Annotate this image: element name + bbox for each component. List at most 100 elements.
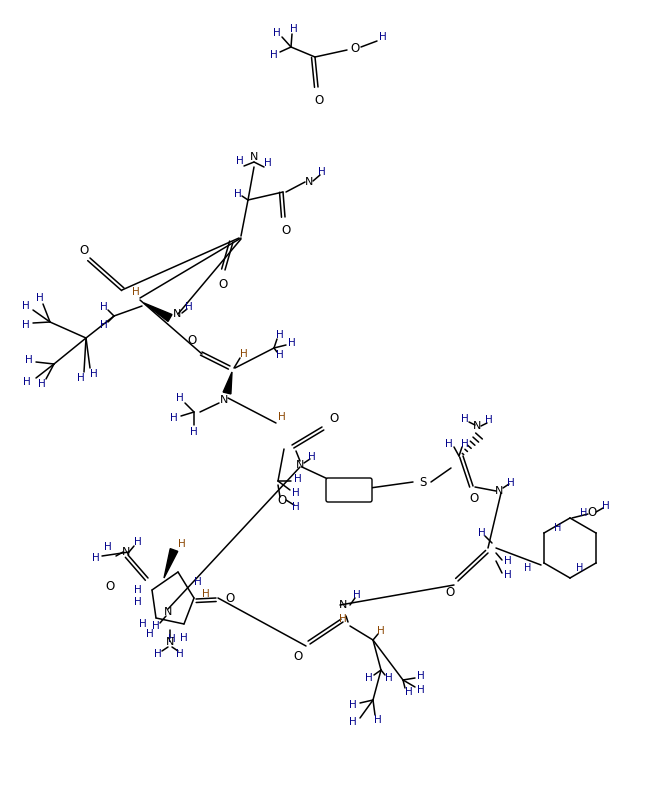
Text: O: O	[80, 244, 89, 256]
Text: H: H	[308, 452, 316, 462]
Text: H: H	[504, 556, 512, 566]
Text: H: H	[134, 537, 142, 547]
Polygon shape	[144, 303, 172, 322]
Polygon shape	[223, 372, 232, 394]
Text: N: N	[250, 152, 258, 162]
Text: H: H	[379, 32, 387, 42]
Text: H: H	[190, 427, 198, 437]
Text: N: N	[296, 460, 304, 470]
Text: H: H	[461, 439, 469, 449]
Text: O: O	[351, 41, 360, 55]
Text: H: H	[100, 320, 108, 330]
Text: H: H	[417, 685, 425, 695]
Text: O: O	[219, 277, 228, 291]
Text: O: O	[587, 507, 597, 519]
Text: N: N	[305, 177, 313, 187]
Text: H: H	[524, 563, 532, 573]
Text: H: H	[318, 167, 326, 177]
Text: H: H	[176, 393, 184, 403]
Text: H: H	[276, 330, 284, 340]
Text: H: H	[139, 619, 147, 629]
Text: H: H	[234, 189, 242, 199]
Text: N: N	[164, 607, 172, 617]
Text: H: H	[178, 539, 186, 549]
Text: H: H	[132, 287, 140, 297]
Text: H: H	[152, 621, 160, 631]
Text: H: H	[292, 488, 300, 498]
Text: N: N	[166, 637, 174, 647]
Text: O: O	[105, 580, 115, 592]
Text: H: H	[264, 158, 272, 168]
Text: H: H	[168, 634, 176, 644]
Text: H: H	[385, 673, 393, 683]
Text: H: H	[374, 715, 382, 725]
Text: O: O	[281, 223, 291, 237]
Text: H: H	[478, 528, 486, 538]
Text: N: N	[173, 309, 181, 319]
Text: H: H	[445, 439, 453, 449]
Text: H: H	[602, 501, 610, 511]
Text: H: H	[353, 590, 361, 600]
Text: H: H	[90, 369, 98, 379]
Text: N: N	[495, 486, 503, 496]
Text: H: H	[22, 320, 30, 330]
Text: Abs: Abs	[340, 486, 358, 496]
Text: H: H	[194, 577, 202, 587]
Text: H: H	[240, 349, 248, 359]
Text: H: H	[349, 700, 357, 710]
Text: H: H	[273, 28, 281, 38]
Text: H: H	[365, 673, 373, 683]
Text: S: S	[419, 476, 426, 488]
Text: H: H	[339, 614, 347, 624]
Text: H: H	[25, 355, 33, 365]
Text: H: H	[185, 302, 193, 312]
Text: O: O	[278, 495, 287, 507]
Text: H: H	[349, 717, 357, 727]
Text: H: H	[77, 373, 85, 383]
Text: N: N	[122, 547, 130, 557]
Text: H: H	[92, 553, 100, 563]
Text: H: H	[294, 474, 302, 484]
Text: O: O	[469, 491, 479, 504]
Text: H: H	[288, 338, 296, 348]
Text: H: H	[504, 570, 512, 580]
Text: H: H	[154, 649, 162, 659]
Text: H: H	[292, 502, 300, 512]
Text: H: H	[134, 585, 142, 595]
Text: H: H	[176, 649, 184, 659]
Text: O: O	[445, 587, 455, 599]
Text: H: H	[22, 301, 30, 311]
Text: N: N	[220, 395, 228, 405]
Text: H: H	[580, 508, 587, 518]
Text: H: H	[405, 687, 413, 697]
Text: H: H	[417, 671, 425, 681]
Text: H: H	[134, 597, 142, 607]
Text: O: O	[225, 592, 235, 606]
Text: H: H	[554, 523, 562, 533]
Text: N: N	[473, 421, 481, 431]
Text: O: O	[293, 649, 303, 662]
Text: H: H	[485, 415, 493, 425]
Polygon shape	[164, 549, 178, 578]
Text: H: H	[36, 293, 44, 303]
Text: H: H	[180, 633, 188, 643]
Text: H: H	[236, 156, 244, 166]
Text: H: H	[278, 412, 286, 422]
Text: O: O	[188, 333, 197, 346]
Text: N: N	[339, 600, 347, 610]
Text: H: H	[507, 478, 515, 488]
Text: H: H	[377, 626, 385, 636]
Text: H: H	[100, 302, 108, 312]
Text: H: H	[270, 50, 278, 60]
Text: H: H	[38, 379, 46, 389]
FancyBboxPatch shape	[326, 478, 372, 502]
Text: H: H	[576, 563, 584, 573]
Text: H: H	[290, 24, 298, 34]
Text: H: H	[276, 350, 284, 360]
Text: H: H	[146, 629, 154, 639]
Text: O: O	[329, 413, 338, 426]
Text: H: H	[104, 542, 112, 552]
Text: H: H	[170, 413, 178, 423]
Text: O: O	[314, 94, 324, 107]
Text: H: H	[202, 589, 210, 599]
